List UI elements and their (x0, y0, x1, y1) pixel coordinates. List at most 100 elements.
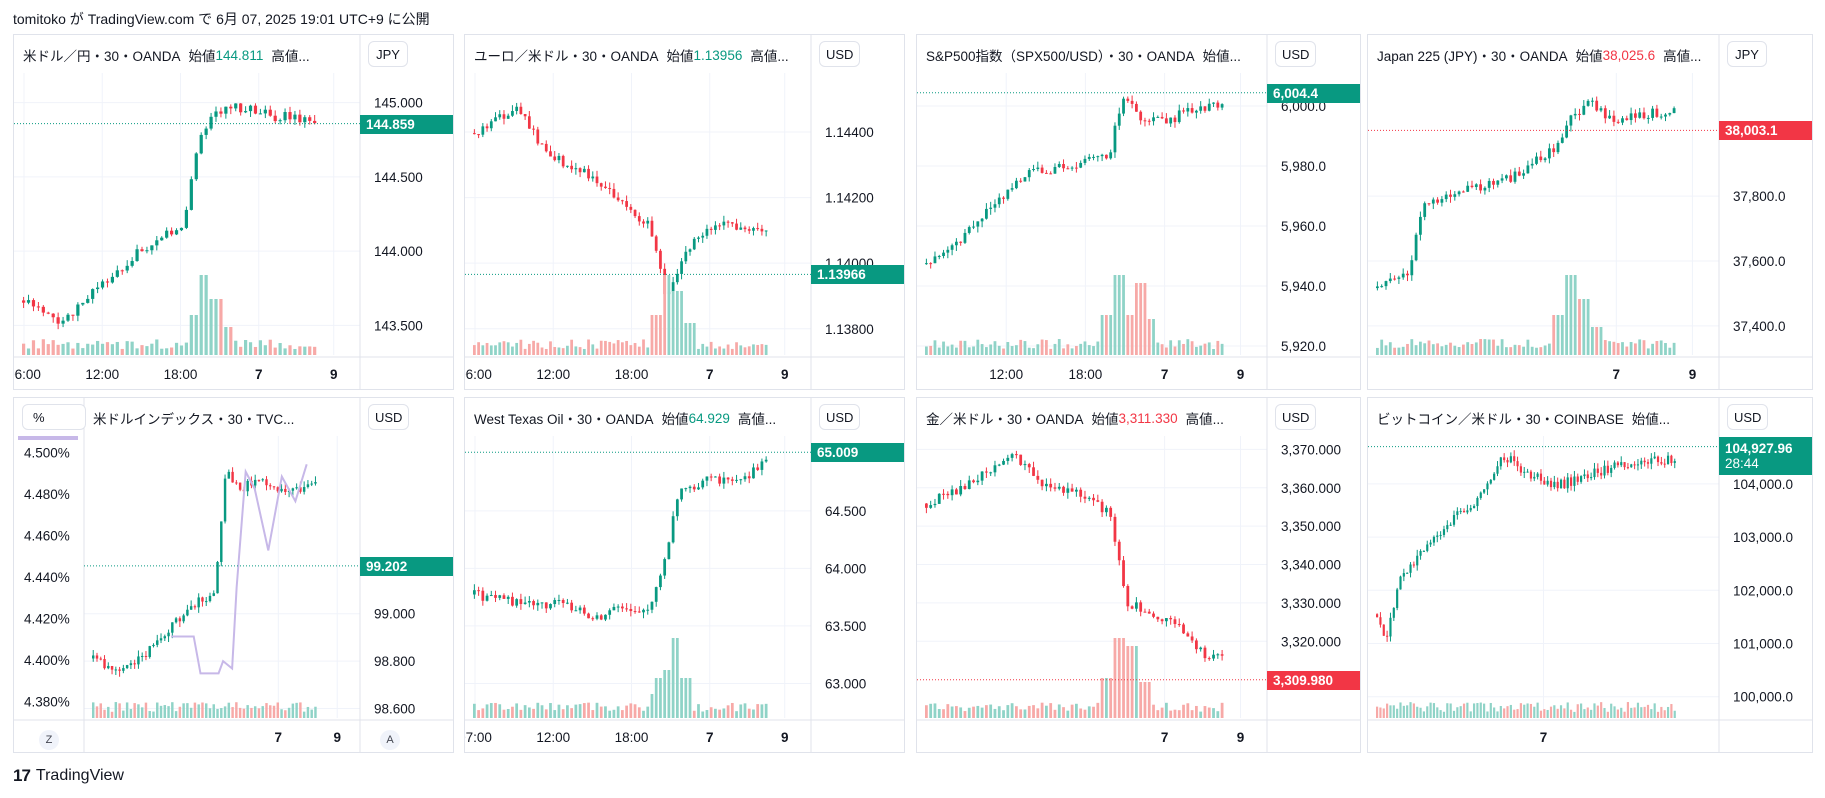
chart-panel[interactable]: 64.500 64.000 63.500 63.000 07:00 12:00 18:00 7… (464, 397, 905, 753)
candle-body (118, 669, 121, 671)
candle-body (972, 480, 975, 483)
chart-panel[interactable]: 104,000.0 103,000.0 102,000.0 101,000.0 100,… (1367, 397, 1813, 753)
candle-body (1660, 462, 1663, 464)
candle-body (1580, 476, 1583, 482)
chart-title-row[interactable]: ビットコイン／米ドル・30・COINBASE 始値... (1377, 408, 1670, 428)
candle-body (248, 105, 253, 112)
currency-button[interactable]: USD (1727, 404, 1769, 430)
candle-body (933, 503, 937, 506)
candle-body (1087, 156, 1091, 159)
currency-button[interactable]: USD (368, 404, 410, 430)
chart-panel[interactable]: 6,000.0 5,980.0 5,960.0 5,940.0 5,920.0 12:00… (916, 34, 1361, 390)
candle-body (179, 227, 184, 231)
volume-bar (680, 678, 683, 718)
volume-bar (1419, 341, 1422, 355)
candle-body (199, 134, 203, 154)
open-value: 144.811 (215, 47, 264, 63)
volume-bar (1552, 315, 1556, 355)
candle-body (1212, 654, 1215, 659)
volume-bar (1625, 346, 1629, 355)
candle-body (963, 232, 967, 243)
volume-bar (110, 711, 114, 718)
volume-bar (1412, 703, 1415, 718)
volume-bar (950, 706, 954, 718)
x-tick-label: 18:00 (615, 367, 649, 382)
chart-title-row[interactable]: West Texas Oil・30・OANDA 始値 64.929 高値... (474, 408, 776, 428)
volume-bar (1040, 339, 1044, 355)
candle-body (1556, 481, 1559, 489)
currency-button[interactable]: USD (819, 41, 861, 67)
y-tick-label: 1.13800 (825, 322, 874, 337)
chart-panel[interactable]: 145.000 144.500 144.000 143.500 06:00 12:00 18… (13, 34, 454, 390)
volume-bar (967, 347, 971, 355)
volume-bar (314, 706, 317, 718)
candle-body (574, 168, 578, 170)
chart-title-row[interactable]: 米ドル／円・30・OANDA 始値 144.811 高値... (23, 45, 310, 65)
candle-body (148, 646, 151, 657)
chart-panel[interactable]: 1.144001.142001.140001.1380006:0012:0018… (464, 34, 905, 390)
candle-body (1530, 163, 1534, 166)
chart-panel[interactable]: 37,800.0 37,600.0 37,400.0 7 9 Japan 225 (JPY… (1367, 34, 1813, 390)
candle-body (1535, 156, 1538, 164)
candle-body (220, 521, 223, 562)
currency-button[interactable]: USD (1275, 404, 1317, 430)
candle-body (1402, 573, 1405, 577)
candle-body (1419, 551, 1422, 556)
volume-bar (1199, 345, 1203, 355)
chart-svg: 6,000.05,980.05,960.05,940.05,920.012:00… (917, 35, 1360, 389)
volume-bar (604, 340, 607, 355)
candle-body (1023, 464, 1027, 466)
candle-body (1533, 476, 1536, 479)
candle-body (1040, 167, 1044, 173)
currency-button[interactable]: USD (1275, 41, 1317, 67)
volume-bar (595, 348, 599, 355)
chart-panel[interactable]: 99.000 98.800 98.600 4.500% 4.480% 4.460% 4.44… (13, 397, 454, 753)
currency-button[interactable]: USD (819, 404, 861, 430)
volume-bar (205, 703, 208, 718)
volume-bar (1143, 283, 1147, 355)
candle-body (273, 115, 277, 122)
volume-bar (942, 341, 945, 355)
candle-body (1199, 106, 1203, 111)
volume-bar (114, 702, 118, 718)
chart-title-row[interactable]: S&P500指数（SPX500/USD）・30・OANDA 始値... (926, 45, 1241, 65)
percent-axis-button[interactable]: % (22, 404, 86, 430)
chart-panel[interactable]: 3,370.000 3,360.000 3,350.000 3,340.000 3,33… (916, 397, 1361, 753)
volume-bar (714, 708, 717, 718)
volume-bar (1019, 709, 1023, 718)
candle-body (722, 221, 726, 226)
candle-body (1010, 454, 1014, 458)
candle-body (1543, 480, 1546, 485)
volume-bar (261, 706, 264, 718)
chart-title-row[interactable]: ユーロ／米ドル・30・OANDA 始値 1.13956 高値... (474, 45, 789, 65)
volume-bar (103, 709, 106, 718)
candle-body (1659, 116, 1663, 118)
candle-body (1509, 456, 1512, 463)
volume-bar (76, 342, 80, 355)
volume-bar (159, 705, 163, 718)
volume-bar (269, 705, 272, 718)
chart-title-row[interactable]: Japan 225 (JPY)・30・OANDA 始値 38,025.6 高値... (1377, 45, 1701, 65)
volume-bar (1670, 704, 1673, 718)
volume-bar (1620, 707, 1623, 718)
volume-bar (1436, 707, 1439, 718)
zoom-button[interactable]: Z (39, 730, 59, 750)
volume-bar (574, 346, 578, 355)
currency-button[interactable]: JPY (368, 41, 408, 67)
volume-bar (310, 709, 313, 718)
open-value: 38,025.6 (1602, 47, 1656, 63)
auto-scale-button[interactable]: A (380, 730, 400, 750)
candle-body (193, 606, 197, 608)
volume-bar (1066, 710, 1070, 718)
volume-bar (1533, 706, 1536, 718)
currency-button[interactable]: JPY (1727, 41, 1767, 67)
volume-bar (1027, 705, 1031, 718)
chart-title-row[interactable]: 米ドルインデックス・30・TVC... (93, 408, 294, 428)
chart-title-row[interactable]: 金／米ドル・30・OANDA 始値 3,311.330 高値... (926, 408, 1224, 428)
open-label: 始値 (1575, 49, 1603, 64)
volume-bar (1216, 340, 1220, 355)
volume-bar (167, 706, 170, 718)
candle-body (599, 615, 603, 620)
candle-body (1207, 103, 1211, 111)
candle-body (582, 607, 586, 614)
